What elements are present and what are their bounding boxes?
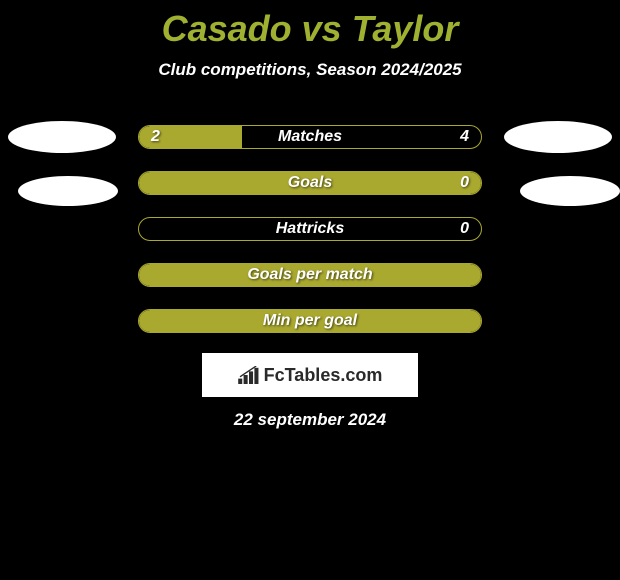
stat-right-value: 0 (460, 172, 469, 194)
brand-text: FcTables.com (264, 365, 383, 386)
player2-name: Taylor (352, 8, 459, 49)
stat-label: Matches (139, 126, 481, 148)
stat-label: Hattricks (139, 218, 481, 240)
avatar-right-1 (504, 121, 612, 153)
stat-right-value: 4 (460, 126, 469, 148)
stat-label: Goals per match (139, 264, 481, 286)
stat-label: Min per goal (139, 310, 481, 332)
stat-label: Goals (139, 172, 481, 194)
stat-bar-min-per-goal: Min per goal (138, 309, 482, 333)
vs-text: vs (302, 8, 342, 49)
stat-bar-goals-per-match: Goals per match (138, 263, 482, 287)
avatar-left-2 (18, 176, 118, 206)
brand-box[interactable]: FcTables.com (202, 353, 418, 397)
page-title: Casado vs Taylor (0, 0, 620, 50)
bars-chart-icon (238, 366, 260, 384)
subtitle-text: Club competitions, Season 2024/2025 (0, 60, 620, 80)
avatar-left-1 (8, 121, 116, 153)
stats-bars: 2 Matches 4 Goals 0 Hattricks 0 Goals pe… (138, 125, 482, 355)
brand-link[interactable]: FcTables.com (238, 365, 383, 386)
stat-bar-hattricks: Hattricks 0 (138, 217, 482, 241)
stat-right-value: 0 (460, 218, 469, 240)
avatar-right-2 (520, 176, 620, 206)
player1-name: Casado (162, 8, 292, 49)
stat-bar-goals: Goals 0 (138, 171, 482, 195)
stat-bar-matches: 2 Matches 4 (138, 125, 482, 149)
date-text: 22 september 2024 (0, 410, 620, 430)
